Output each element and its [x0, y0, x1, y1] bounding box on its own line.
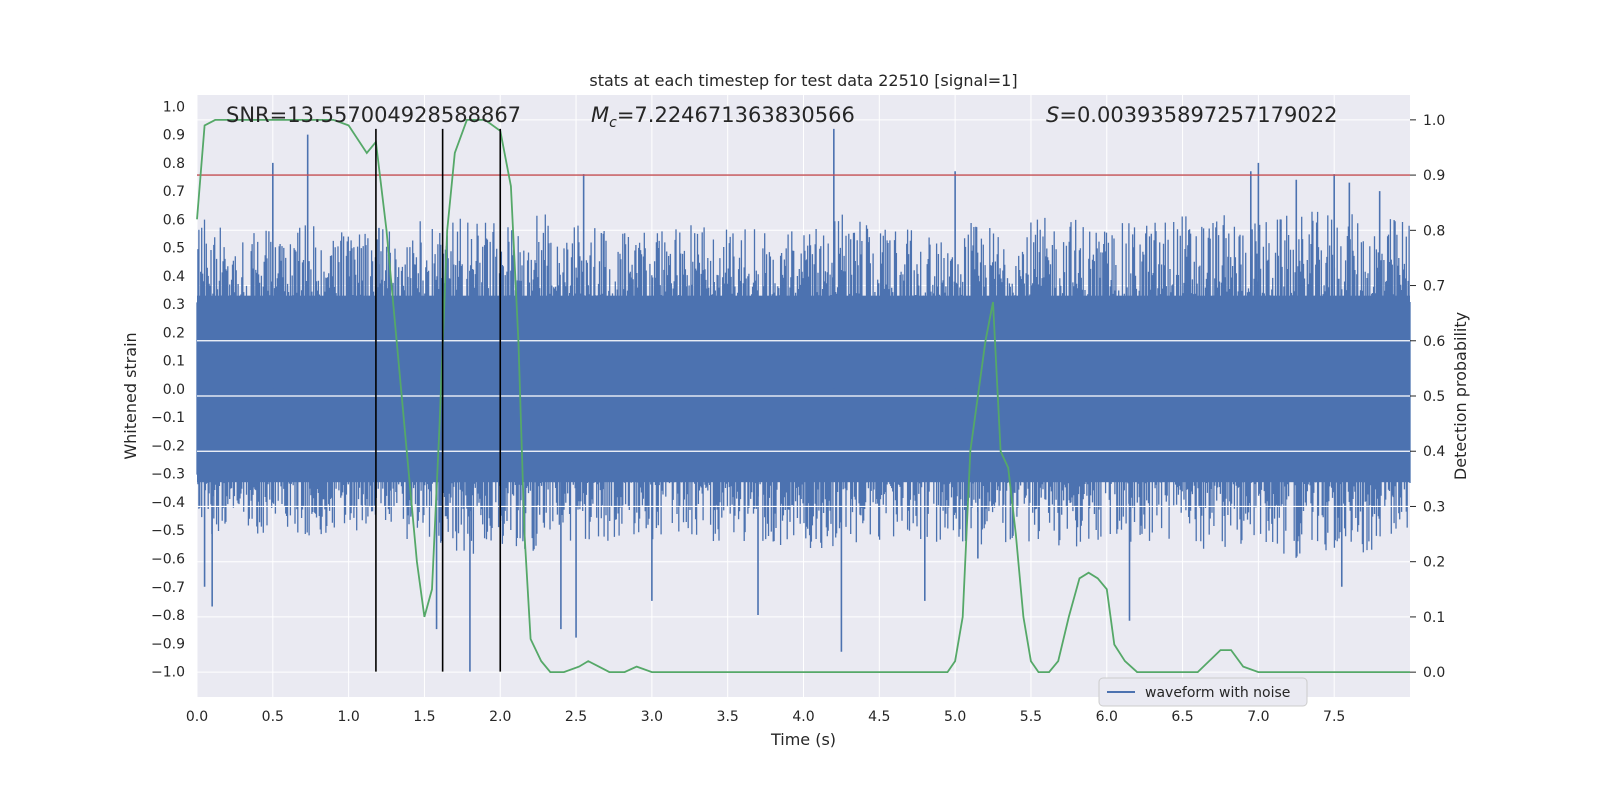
y-tick-label: −1.0 [151, 665, 185, 681]
y2-tick-label: 0.6 [1423, 334, 1445, 350]
x-axis-label: Time (s) [770, 730, 836, 749]
mc-symbol: M [591, 103, 609, 127]
y-tick-label: 0.4 [163, 269, 185, 285]
s-symbol: S [1046, 103, 1059, 127]
y2-axis-ticks: 1.0 0.9 0.8 0.7 0.6 0.5 0.4 0.3 0.2 0.1 0.0 [1410, 113, 1445, 681]
y-tick-label: 0.6 [163, 212, 185, 228]
y2-tick-label: 0.5 [1423, 389, 1445, 405]
y-tick-label: −0.1 [151, 410, 185, 426]
y-axis-label: Whitened strain [121, 332, 140, 459]
x-tick-label: 1.0 [337, 709, 359, 725]
x-axis-ticks: 0.0 0.5 1.0 1.5 2.0 2.5 3.0 3.5 4.0 4.5 5.0 5.5 6.0 6… [186, 709, 1345, 725]
legend: waveform with noise [1098, 677, 1308, 707]
y-tick-label: −0.3 [151, 467, 185, 483]
x-tick-label: 3.0 [641, 709, 663, 725]
y2-tick-label: 0.9 [1423, 168, 1445, 184]
y-tick-label: −0.9 [151, 636, 185, 652]
mc-annotation: Mc=7.224671363830566 [591, 103, 855, 131]
y-tick-label: 0.0 [163, 382, 185, 398]
y2-tick-label: 0.0 [1423, 665, 1445, 681]
s-value: =0.003935897257179022 [1059, 103, 1337, 127]
y2-tick-label: 0.3 [1423, 499, 1445, 515]
legend-box [1098, 677, 1308, 707]
y-tick-label: 0.7 [163, 184, 185, 200]
vertical-lines [375, 128, 502, 672]
y-tick-label: 0.5 [163, 241, 185, 257]
y-tick-label: −0.2 [151, 438, 185, 454]
x-tick-label: 0.0 [186, 709, 208, 725]
y2-tick-label: 0.8 [1423, 223, 1445, 239]
y-tick-label: −0.7 [151, 580, 185, 596]
x-tick-label: 2.5 [565, 709, 587, 725]
y2-tick-label: 0.2 [1423, 555, 1445, 571]
snr-annotation: SNR=13.557004928588867 [226, 103, 521, 127]
x-tick-label: 4.5 [868, 709, 890, 725]
x-tick-label: 6.5 [1171, 709, 1193, 725]
s-annotation: S=0.003935897257179022 [1046, 103, 1337, 127]
x-tick-label: 3.5 [717, 709, 739, 725]
x-tick-label: 7.5 [1323, 709, 1345, 725]
y-tick-label: −0.6 [151, 552, 185, 568]
x-tick-label: 0.5 [262, 709, 284, 725]
y-tick-label: 0.1 [163, 354, 185, 370]
x-tick-label: 6.0 [1096, 709, 1118, 725]
y-tick-label: 0.3 [163, 297, 185, 313]
y2-axis-label: Detection probability [1451, 312, 1470, 480]
probability-series [196, 119, 1410, 673]
y-tick-label: 0.8 [163, 156, 185, 172]
y-tick-label: −0.8 [151, 608, 185, 624]
x-tick-label: 5.5 [1020, 709, 1042, 725]
mc-value: =7.224671363830566 [617, 103, 855, 127]
y-axis-ticks: 1.0 0.9 0.8 0.7 0.6 0.5 0.4 0.3 0.2 0.1 0.0 −0.1 −0.… [151, 99, 185, 680]
x-tick-label: 1.5 [413, 709, 435, 725]
y-tick-label: 1.0 [163, 99, 185, 115]
y2-tick-label: 0.4 [1423, 444, 1445, 460]
y2-tick-label: 0.1 [1423, 610, 1445, 626]
x-tick-label: 4.0 [792, 709, 814, 725]
x-tick-label: 5.0 [944, 709, 966, 725]
y-tick-label: 0.2 [163, 325, 185, 341]
y-tick-label: −0.4 [151, 495, 185, 511]
y2-tick-label: 1.0 [1423, 113, 1445, 129]
legend-label: waveform with noise [1145, 685, 1290, 701]
y-tick-label: 0.9 [163, 128, 185, 144]
y-tick-label: −0.5 [151, 523, 185, 539]
x-tick-label: 7.0 [1247, 709, 1269, 725]
mc-subscript: c [609, 115, 617, 131]
probability-line [196, 119, 1410, 673]
y2-tick-label: 0.7 [1423, 279, 1445, 295]
waveform-series [196, 128, 1411, 672]
chart-title: stats at each timestep for test data 225… [589, 71, 1017, 90]
x-tick-label: 2.0 [489, 709, 511, 725]
